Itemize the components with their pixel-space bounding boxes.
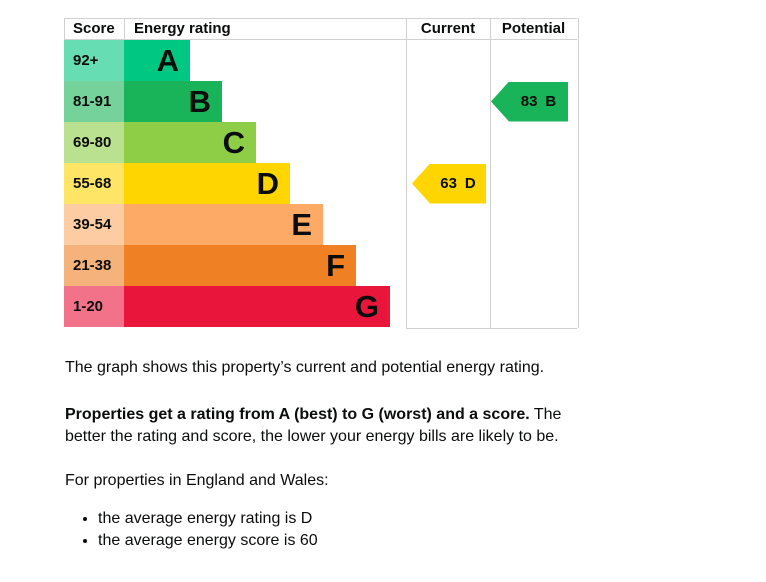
average-stats-list: the average energy rating is Dthe averag… bbox=[65, 508, 598, 551]
current-rating-band: D bbox=[464, 175, 476, 192]
epc-rating-chart: Score Energy rating Current Potential 92… bbox=[64, 18, 579, 330]
band-bar-g: G bbox=[124, 286, 390, 327]
column-header-current: Current bbox=[420, 20, 476, 37]
band-bar-f: F bbox=[124, 245, 356, 286]
band-bar-c: C bbox=[124, 122, 256, 163]
rating-explanation-bold: Properties get a rating from A (best) to… bbox=[65, 406, 530, 423]
score-range-c: 69-80 bbox=[64, 122, 124, 163]
score-range-d: 55-68 bbox=[64, 163, 124, 204]
chart-header-divider bbox=[64, 39, 577, 40]
score-range-g: 1-20 bbox=[64, 286, 124, 327]
column-header-score: Score bbox=[73, 20, 115, 37]
column-header-potential: Potential bbox=[501, 20, 566, 37]
band-bar-e: E bbox=[124, 204, 323, 245]
potential-rating-arrow: 83 B bbox=[491, 81, 568, 122]
score-column-divider bbox=[124, 18, 125, 39]
current-column-box bbox=[406, 18, 491, 328]
average-stat-item: the average energy rating is D bbox=[98, 508, 598, 530]
column-header-energy-rating: Energy rating bbox=[134, 20, 231, 37]
chart-border-left bbox=[64, 18, 65, 39]
potential-rating-band: B bbox=[545, 93, 557, 110]
average-stat-item: the average energy score is 60 bbox=[98, 530, 598, 552]
score-range-f: 21-38 bbox=[64, 245, 124, 286]
current-rating-score: 63 bbox=[440, 175, 457, 192]
rating-explanation: Properties get a rating from A (best) to… bbox=[65, 404, 581, 448]
band-bar-b: B bbox=[124, 81, 222, 122]
score-range-e: 39-54 bbox=[64, 204, 124, 245]
chart-border-top bbox=[64, 18, 577, 19]
region-intro: For properties in England and Wales: bbox=[65, 472, 329, 489]
chart-caption: The graph shows this property’s current … bbox=[65, 359, 545, 376]
potential-rating-score: 83 bbox=[520, 93, 538, 110]
current-rating-arrow: 63 D bbox=[412, 163, 486, 204]
band-bar-d: D bbox=[124, 163, 290, 204]
band-bar-a: A bbox=[124, 40, 190, 81]
potential-column-box bbox=[490, 18, 579, 328]
chart-border-bottom bbox=[406, 328, 577, 329]
rating-explanation-rest: The better the rating and score, the low… bbox=[65, 406, 562, 445]
score-range-b: 81-91 bbox=[64, 81, 124, 122]
score-range-a: 92+ bbox=[64, 40, 124, 81]
